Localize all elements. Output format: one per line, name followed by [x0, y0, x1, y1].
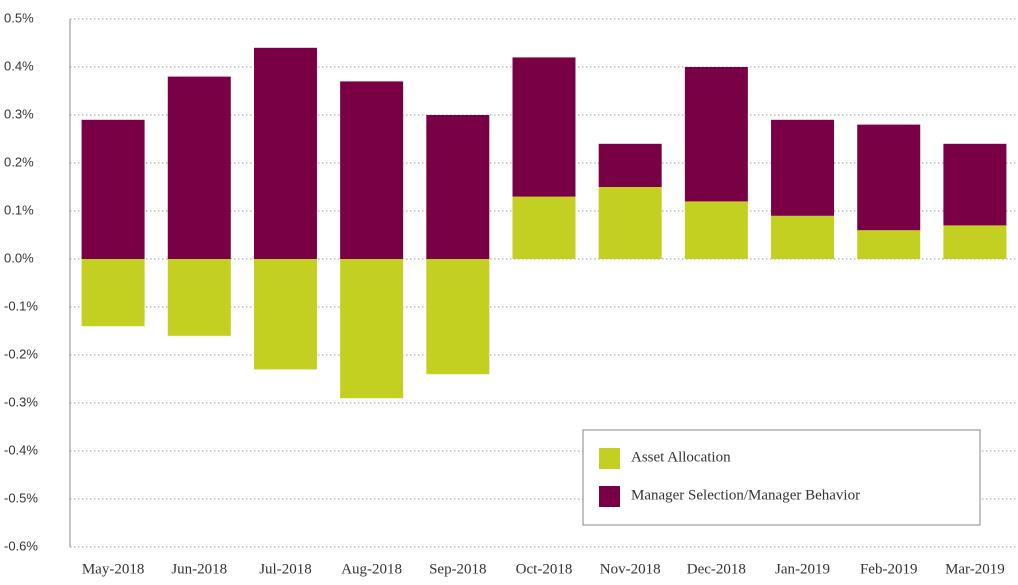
- y-tick-label: -0.2%: [4, 346, 38, 361]
- y-tick-label: 0.3%: [4, 106, 34, 121]
- bar: [684, 67, 748, 202]
- x-tick-label: Mar-2019: [945, 561, 1005, 577]
- legend-label: Asset Allocation: [631, 449, 731, 465]
- bar: [771, 215, 835, 259]
- y-tick-label: -0.6%: [4, 538, 38, 553]
- x-tick-label: May-2018: [82, 561, 145, 577]
- bar: [598, 187, 662, 259]
- y-tick-label: -0.5%: [4, 490, 38, 505]
- y-tick-label: 0.0%: [4, 250, 34, 265]
- y-tick-label: -0.3%: [4, 394, 38, 409]
- bar: [81, 119, 145, 259]
- x-tick-label: Feb-2019: [860, 561, 918, 577]
- legend-swatch: [599, 448, 620, 469]
- bar: [598, 143, 662, 187]
- bar: [943, 225, 1007, 259]
- legend: Asset Allocation Manager Selection/Manage…: [582, 429, 981, 526]
- bar: [81, 259, 145, 327]
- bar: [253, 47, 317, 259]
- legend-label: Manager Selection/Manager Behavior: [631, 487, 860, 503]
- bar: [771, 119, 835, 216]
- y-tick-label: 0.4%: [4, 58, 34, 73]
- x-tick-label: Jun-2018: [171, 561, 227, 577]
- bar: [340, 259, 404, 399]
- bar: [684, 201, 748, 259]
- y-tick-label: 0.1%: [4, 202, 34, 217]
- x-tick-label: Jul-2018: [259, 561, 312, 577]
- legend-box: [582, 429, 981, 526]
- bar: [943, 143, 1007, 226]
- bar: [426, 259, 490, 375]
- x-tick-label: Oct-2018: [516, 561, 573, 577]
- x-tick-label: Nov-2018: [600, 561, 661, 577]
- bar: [253, 259, 317, 370]
- x-tick-label: Dec-2018: [687, 561, 746, 577]
- y-tick-label: 0.5%: [4, 10, 34, 25]
- x-tick-label: Jan-2019: [775, 561, 830, 577]
- bar: [340, 81, 404, 260]
- bar: [857, 124, 921, 231]
- bar: [167, 76, 231, 259]
- y-tick-label: -0.1%: [4, 298, 38, 313]
- y-tick-label: -0.4%: [4, 442, 38, 457]
- x-tick-label: Sep-2018: [429, 561, 487, 577]
- bar: [512, 57, 576, 197]
- bar: [426, 115, 490, 259]
- legend-swatch: [599, 486, 620, 507]
- bar: [857, 230, 921, 259]
- y-tick-label: 0.2%: [4, 154, 34, 169]
- bar: [167, 259, 231, 336]
- bar: [512, 196, 576, 259]
- x-tick-label: Aug-2018: [341, 561, 402, 577]
